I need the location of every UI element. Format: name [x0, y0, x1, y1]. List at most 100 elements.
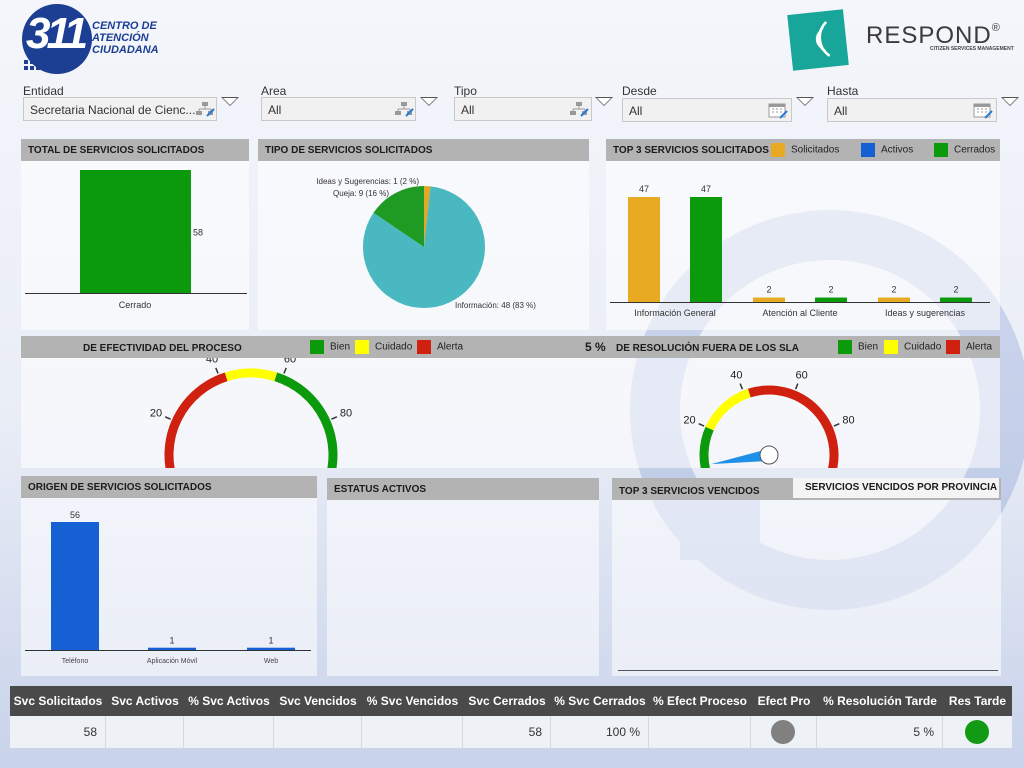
filter-hasta-dropdown-icon[interactable] — [1001, 97, 1019, 106]
bar-solicitados-0 — [628, 197, 660, 302]
tick-label-cerrado: Cerrado — [119, 300, 152, 310]
td-svc-activos — [106, 716, 184, 748]
filter-tipo-value: All — [461, 103, 475, 117]
data-label-origen-0: 56 — [70, 510, 80, 520]
panel-top3-header: TOP 3 SERVICIOS SOLICITADOS Solicitados … — [606, 139, 1000, 161]
th-efect-pro[interactable]: Efect Pro — [757, 694, 811, 708]
respond-logo-icon — [787, 9, 849, 71]
pie-label-queja: Queja: 9 (16 %) — [333, 189, 389, 198]
gauge-band-cuidado — [705, 388, 751, 431]
filter-desde-dropdown-icon[interactable] — [796, 97, 814, 106]
filter-desde-field[interactable]: All — [622, 98, 792, 122]
panel-total-title: TOTAL DE SERVICIOS SOLICITADOS — [28, 145, 205, 156]
legend-solicitados: Solicitados — [771, 143, 839, 157]
th-pct-svc-vencidos[interactable]: % Svc Vencidos — [366, 694, 459, 708]
panel-vencidos-title: TOP 3 SERVICIOS VENCIDOS — [619, 486, 760, 497]
hierarchy-icon[interactable] — [394, 101, 414, 117]
pie-slice-información — [363, 186, 485, 308]
tick-label-0: Información General — [634, 308, 716, 318]
legend-cuidado-label: Cuidado — [904, 341, 942, 353]
hierarchy-icon[interactable] — [195, 101, 215, 117]
panel-total-body: 58 Cerrado — [21, 161, 249, 330]
filter-label-hasta: Hasta — [827, 84, 859, 98]
th-pct-svc-cerrados[interactable]: % Svc Cerrados — [554, 694, 646, 708]
gauge-tick-60 — [283, 367, 287, 374]
th-svc-cerrados[interactable]: Svc Cerrados — [468, 694, 546, 708]
bar-origen-2 — [247, 647, 295, 650]
legend-alerta: Alerta — [946, 340, 992, 354]
th-pct-svc-activos[interactable]: % Svc Activos — [188, 694, 270, 708]
legend-swatch-red — [946, 340, 960, 354]
gauge-tick-60 — [794, 383, 799, 390]
filter-tipo-dropdown-icon[interactable] — [595, 97, 613, 106]
resolucion-pct-value: 5 % — [585, 340, 606, 354]
gauge-needle — [711, 449, 770, 465]
th-svc-vencidos[interactable]: Svc Vencidos — [279, 694, 357, 708]
filter-area-field[interactable]: All — [261, 97, 416, 121]
panel-gauges-body: 020406080100 020406080100 — [21, 354, 1000, 498]
legend-cuidado-label: Cuidado — [375, 341, 413, 353]
signal-icon — [815, 21, 831, 57]
hierarchy-icon[interactable] — [569, 101, 589, 117]
gauge-band-bien — [274, 372, 338, 485]
th-pct-efect-proceso[interactable]: % Efect Proceso — [652, 694, 748, 708]
gauge-tick-20 — [698, 422, 705, 427]
pie-slice-queja — [373, 186, 424, 247]
filter-area-dropdown-icon[interactable] — [420, 97, 438, 106]
filter-label-area: Area — [261, 84, 287, 98]
legend-swatch-orange — [771, 143, 785, 157]
total-bar-chart: 58 Cerrado — [25, 170, 247, 310]
calendar-icon[interactable] — [768, 101, 788, 119]
filter-tipo-field[interactable]: All — [454, 97, 592, 121]
th-res-tarde[interactable]: Res Tarde — [948, 694, 1007, 708]
panel-estatus-title: ESTATUS ACTIVOS — [334, 484, 427, 495]
bar-solicitados-2 — [878, 297, 910, 302]
legend-bien-label: Bien — [330, 341, 351, 353]
origen-bar-chart: 56 Teléfono 1 Aplicación Móvil 1 Web — [25, 510, 311, 665]
td-svc-vencidos — [274, 716, 362, 748]
td-svc-cerrados: 58 — [463, 716, 551, 748]
legend-swatch-yellow — [884, 340, 898, 354]
legend-alerta-label: Alerta — [437, 341, 464, 353]
filter-desde-value: All — [629, 104, 643, 118]
pie-label-ideas: Ideas y Sugerencias: 1 (2 %) — [316, 177, 419, 186]
gauge-tick-label-40: 40 — [730, 369, 742, 381]
bar-cerrados-0 — [690, 197, 722, 302]
gauge-band-alerta — [747, 385, 839, 479]
gauge-hub — [759, 445, 779, 465]
filter-entidad-dropdown-icon[interactable] — [221, 97, 239, 106]
legend-cerrados: Cerrados — [934, 143, 995, 157]
filter-label-entidad: Entidad — [23, 84, 64, 98]
gauge-tick-label-80: 80 — [842, 415, 854, 427]
gauges-svg: 020406080100 020406080100 — [150, 354, 860, 498]
logo-311: 311 CENTRO DE ATENCIÓN CIUDADANA — [22, 2, 162, 78]
data-label-solicitados-0: 47 — [639, 184, 649, 194]
panel-resolucion-header: DE RESOLUCIÓN FUERA DE LOS SLA Bien Cuid… — [610, 336, 1000, 358]
calendar-icon[interactable] — [973, 101, 993, 119]
gauge-tick-label-20: 20 — [150, 408, 162, 420]
data-label-origen-2: 1 — [268, 636, 273, 646]
logo-text-line3: CIUDADANA — [92, 44, 159, 56]
brand-name-text: RESPOND — [866, 22, 992, 49]
td-pct-svc-activos — [184, 716, 274, 748]
data-label-origen-1: 1 — [169, 636, 174, 646]
panel-estatus-header: ESTATUS ACTIVOS — [327, 478, 599, 500]
tick-label-origen-2: Web — [264, 658, 278, 665]
filter-hasta-field[interactable]: All — [827, 98, 997, 122]
gauge-tick-label-20: 20 — [683, 415, 695, 427]
th-pct-resolucion-tarde[interactable]: % Resolución Tarde — [823, 694, 937, 708]
panel-origen-body: 56 Teléfono 1 Aplicación Móvil 1 Web — [21, 498, 317, 676]
logo-grid-icon — [24, 60, 40, 70]
kpi-table-row: 58 58 100 % 5 % — [10, 716, 1012, 748]
td-res-tarde — [943, 716, 1012, 748]
bar-cerrados-1 — [815, 297, 847, 302]
td-pct-svc-cerrados: 100 % — [551, 716, 649, 748]
th-svc-activos[interactable]: Svc Activos — [111, 694, 179, 708]
legend-swatch-green — [934, 143, 948, 157]
th-svc-solicitados[interactable]: Svc Solicitados — [13, 694, 103, 708]
td-efect-pro — [751, 716, 817, 748]
filter-entidad-field[interactable]: Secretaria Nacional de Cienc... — [23, 97, 217, 121]
gauge-tick-label-60: 60 — [284, 358, 296, 366]
legend-bien: Bien — [310, 340, 350, 354]
tab-vencidos-por-provincia[interactable]: SERVICIOS VENCIDOS POR PROVINCIA — [793, 478, 999, 498]
